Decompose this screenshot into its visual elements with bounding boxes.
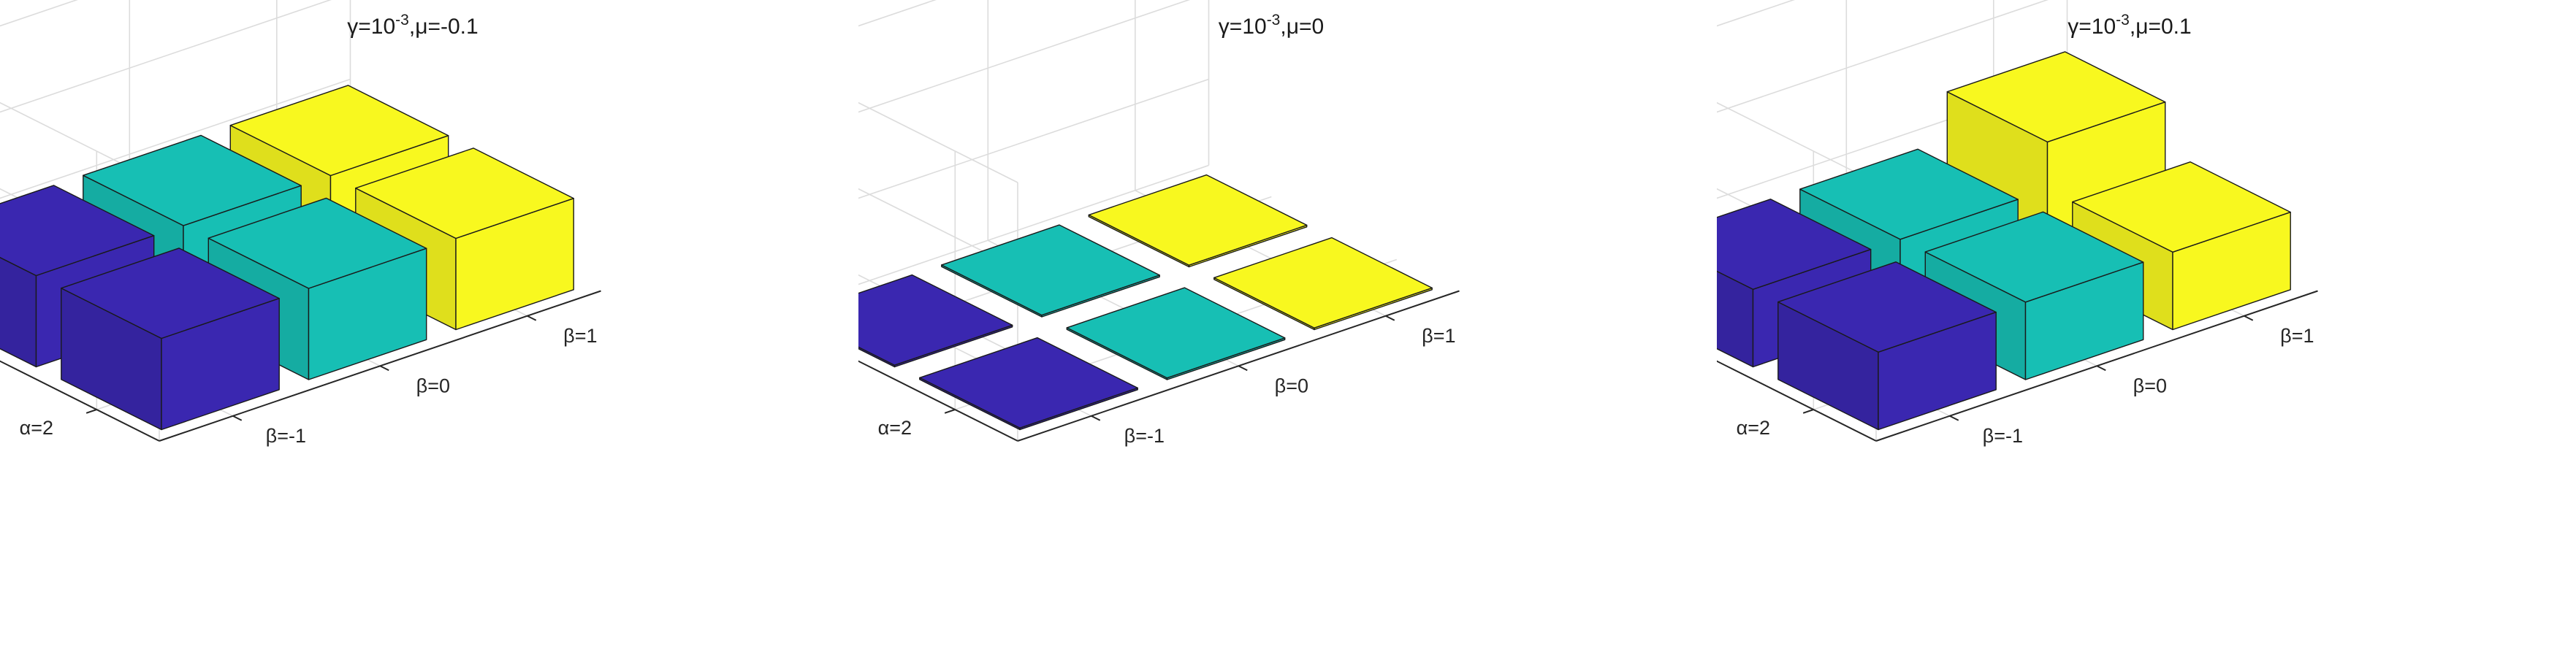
x-tick	[2244, 315, 2254, 321]
grid-line	[1717, 0, 2049, 113]
x-tick	[379, 365, 389, 372]
bar	[941, 224, 1160, 318]
bar-top-face	[1213, 237, 1433, 329]
bar-top-face	[1799, 148, 2019, 240]
x-tick	[2096, 365, 2106, 372]
y-tick-label: α=2	[20, 417, 53, 439]
x-tick	[1385, 315, 1395, 321]
y-tick	[85, 409, 97, 414]
chart-plot-area: β=-1β=0β=1α=1α=200.10.20.3	[0, 0, 601, 447]
y-axis	[858, 360, 1018, 442]
x-tick-label: β=0	[416, 375, 450, 397]
bar-top-face	[83, 134, 302, 226]
x-tick-label: β=-1	[1124, 425, 1165, 447]
y-tick-label: α=2	[878, 417, 912, 439]
x-tick-label: β=0	[1275, 375, 1308, 397]
x-tick-label: β=-1	[266, 425, 306, 447]
chart-title: γ=10-3,μ=-0.1	[347, 12, 478, 39]
chart-svg-2: β=-1β=0β=1α=1α=200.10.20.3γ=10-3,μ=0	[858, 0, 1460, 447]
chart-plot-area: β=-1β=0β=1α=1α=200.10.20.3	[1717, 0, 2318, 447]
y-tick	[1802, 409, 1814, 414]
grid-line	[858, 78, 1209, 199]
y-tick	[944, 409, 956, 414]
chart-title: γ=10-3,μ=0.1	[2068, 12, 2191, 39]
bar	[61, 247, 280, 431]
x-tick	[232, 415, 243, 421]
bar-top-face	[2072, 161, 2291, 253]
grid-line	[858, 101, 1018, 183]
x-tick	[1091, 415, 1101, 421]
x-tick-label: β=1	[1422, 325, 1455, 347]
bar-top-face	[207, 197, 427, 289]
grid-line	[858, 164, 1209, 285]
bar	[1066, 287, 1286, 380]
chart-svg-1: β=-1β=0β=1α=1α=200.10.20.3γ=10-3,μ=-0.1	[0, 0, 601, 447]
grid-line	[0, 0, 78, 27]
grid-line	[0, 101, 160, 183]
bar	[1088, 174, 1308, 268]
bar-top-face	[1924, 211, 2144, 303]
bar	[1777, 261, 1997, 431]
y-axis	[0, 360, 160, 442]
grid-line	[0, 78, 351, 199]
x-tick-label: β=-1	[1983, 425, 2023, 447]
x-tick	[527, 315, 537, 321]
chart-svg-3: β=-1β=0β=1α=1α=200.10.20.3γ=10-3,μ=0.1	[1717, 0, 2318, 447]
bar	[858, 274, 1013, 368]
y-tick-label: α=2	[1737, 417, 1770, 439]
bar-top-face	[1088, 174, 1308, 266]
chart-panel-3: β=-1β=0β=1α=1α=200.10.20.3γ=10-3,μ=0.1	[1717, 0, 2575, 668]
bar	[1213, 237, 1433, 331]
grid-line	[1717, 101, 1877, 183]
grid-line	[858, 0, 937, 27]
bar-top-face	[919, 337, 1138, 429]
bar-top-face	[1717, 199, 1872, 290]
x-tick-label: β=0	[2133, 375, 2167, 397]
grid-line	[0, 0, 332, 113]
x-tick	[1238, 365, 1248, 372]
bar-top-face	[355, 147, 574, 239]
grid-line	[1717, 0, 1795, 27]
chart-panel-1: β=-1β=0β=1α=1α=200.10.20.3γ=10-3,μ=-0.1	[0, 0, 858, 668]
grid-line	[858, 0, 1191, 113]
bar-top-face	[1777, 261, 1997, 353]
x-tick	[1949, 415, 1959, 421]
x-tick-label: β=1	[563, 325, 597, 347]
bar-top-face	[1066, 287, 1286, 379]
chart-panel-2: β=-1β=0β=1α=1α=200.10.20.3γ=10-3,μ=0	[858, 0, 1717, 668]
bar	[919, 337, 1138, 431]
bar-top-face	[941, 224, 1160, 316]
grid-line	[858, 188, 1018, 269]
chart-title: γ=10-3,μ=0	[1219, 12, 1324, 39]
y-axis	[1717, 360, 1877, 442]
bar-top-face	[61, 247, 280, 339]
x-tick-label: β=1	[2280, 325, 2314, 347]
bar-top-face	[1946, 51, 2166, 143]
bar-top-face	[858, 274, 1013, 366]
bar-top-face	[0, 185, 155, 277]
chart-plot-area: β=-1β=0β=1α=1α=200.10.20.3	[858, 0, 1460, 447]
bar-top-face	[229, 85, 449, 177]
